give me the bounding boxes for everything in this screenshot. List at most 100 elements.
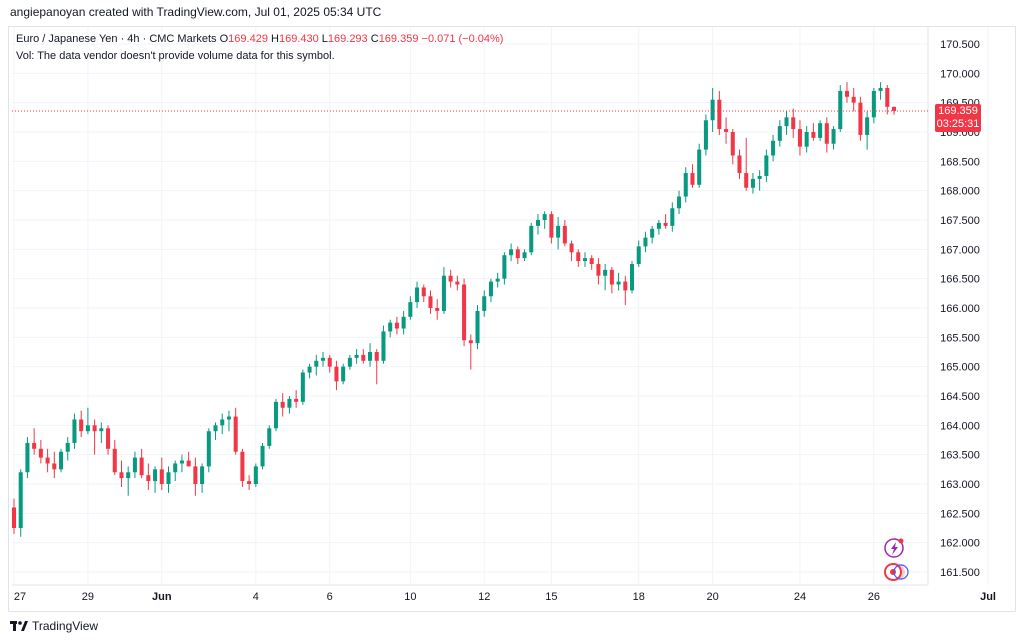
- candle-up[interactable]: [502, 252, 507, 285]
- candle-up[interactable]: [777, 120, 782, 147]
- candle-up[interactable]: [636, 240, 641, 267]
- candle-down[interactable]: [327, 354, 332, 373]
- candle-down[interactable]: [11, 498, 17, 534]
- candle-down[interactable]: [106, 425, 111, 455]
- candle-up[interactable]: [771, 134, 776, 162]
- candle-up[interactable]: [488, 278, 493, 303]
- candle-up[interactable]: [677, 190, 682, 215]
- candle-down[interactable]: [421, 284, 426, 303]
- candle-up[interactable]: [441, 266, 446, 314]
- candle-down[interactable]: [52, 451, 57, 479]
- candle-up[interactable]: [320, 352, 326, 367]
- candle-down[interactable]: [562, 220, 567, 247]
- candle-down[interactable]: [663, 214, 668, 229]
- candle-down[interactable]: [428, 290, 433, 314]
- candle-up[interactable]: [603, 264, 608, 291]
- candle-up[interactable]: [710, 88, 715, 132]
- candle-down[interactable]: [791, 108, 796, 138]
- candle-down[interactable]: [737, 149, 742, 179]
- candle-up[interactable]: [650, 225, 655, 244]
- candle-down[interactable]: [744, 137, 749, 191]
- candle-down[interactable]: [139, 448, 144, 479]
- candle-up[interactable]: [804, 126, 809, 153]
- candle-up[interactable]: [764, 149, 769, 182]
- candle-down[interactable]: [92, 419, 97, 455]
- candle-up[interactable]: [25, 437, 30, 479]
- candle-down[interactable]: [435, 299, 440, 320]
- candle-up[interactable]: [347, 354, 352, 370]
- candle-up[interactable]: [865, 111, 870, 150]
- candle-down[interactable]: [38, 440, 43, 464]
- candle-up[interactable]: [267, 425, 272, 449]
- candle-up[interactable]: [878, 82, 883, 100]
- candle-up[interactable]: [529, 222, 534, 256]
- candle-up[interactable]: [838, 85, 843, 132]
- candle-up[interactable]: [200, 463, 205, 493]
- candle-up[interactable]: [495, 272, 500, 288]
- candle-down[interactable]: [455, 275, 460, 291]
- candle-down[interactable]: [186, 451, 191, 467]
- candle-down[interactable]: [885, 85, 890, 115]
- candle-up[interactable]: [381, 325, 386, 364]
- candle-down[interactable]: [146, 463, 151, 490]
- candle-up[interactable]: [522, 249, 527, 262]
- candle-up[interactable]: [784, 111, 789, 135]
- candle-down[interactable]: [32, 428, 37, 455]
- candle-up[interactable]: [273, 398, 278, 432]
- candle-up[interactable]: [341, 363, 346, 385]
- candle-up[interactable]: [354, 349, 359, 364]
- candle-down[interactable]: [374, 349, 379, 385]
- candle-up[interactable]: [253, 463, 258, 487]
- candle-down[interactable]: [45, 448, 50, 473]
- replay-icon[interactable]: [884, 563, 909, 581]
- candle-up[interactable]: [656, 220, 661, 235]
- candle-up[interactable]: [314, 354, 319, 376]
- candle-up[interactable]: [697, 143, 702, 188]
- candle-up[interactable]: [616, 272, 621, 291]
- candle-up[interactable]: [260, 442, 265, 470]
- candle-down[interactable]: [247, 475, 252, 490]
- candle-up[interactable]: [408, 296, 413, 320]
- candle-down[interactable]: [515, 246, 520, 264]
- candle-up[interactable]: [85, 407, 90, 435]
- candle-down[interactable]: [462, 278, 467, 347]
- candle-down[interactable]: [233, 407, 238, 455]
- candle-down[interactable]: [589, 255, 594, 270]
- candle-up[interactable]: [226, 410, 231, 432]
- candle-down[interactable]: [724, 117, 729, 144]
- candle-down[interactable]: [569, 240, 574, 262]
- candle-up[interactable]: [99, 422, 104, 443]
- candle-up[interactable]: [509, 243, 514, 262]
- candle-down[interactable]: [690, 164, 695, 188]
- candle-up[interactable]: [126, 466, 131, 496]
- candle-up[interactable]: [871, 88, 876, 124]
- candle-up[interactable]: [757, 170, 762, 191]
- candle-down[interactable]: [596, 258, 601, 285]
- candle-down[interactable]: [280, 393, 285, 417]
- candle-down[interactable]: [468, 334, 473, 370]
- candle-down[interactable]: [576, 249, 581, 267]
- candle-down[interactable]: [294, 390, 299, 408]
- candle-down[interactable]: [193, 457, 198, 496]
- candle-down[interactable]: [851, 88, 856, 112]
- candle-up[interactable]: [166, 466, 171, 493]
- candle-down[interactable]: [448, 269, 453, 288]
- candle-up[interactable]: [831, 126, 836, 150]
- candle-up[interactable]: [582, 252, 588, 267]
- candle-up[interactable]: [670, 202, 675, 232]
- candle-up[interactable]: [300, 369, 305, 405]
- candle-down[interactable]: [730, 129, 735, 165]
- candle-up[interactable]: [287, 396, 292, 414]
- candle-up[interactable]: [220, 413, 225, 435]
- candle-down[interactable]: [119, 460, 124, 487]
- candle-up[interactable]: [65, 437, 70, 461]
- candle-up[interactable]: [132, 451, 137, 479]
- candle-up[interactable]: [368, 343, 373, 367]
- lightning-icon[interactable]: [884, 538, 904, 558]
- candle-down[interactable]: [159, 457, 164, 490]
- candle-down[interactable]: [844, 82, 849, 103]
- candle-up[interactable]: [475, 305, 480, 350]
- tradingview-brand[interactable]: TradingView: [10, 619, 98, 633]
- candle-up[interactable]: [482, 290, 487, 317]
- candle-down[interactable]: [79, 410, 84, 438]
